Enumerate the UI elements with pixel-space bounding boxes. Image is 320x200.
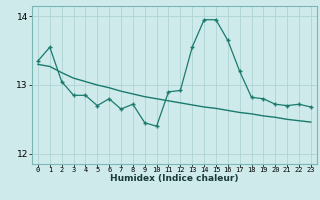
X-axis label: Humidex (Indice chaleur): Humidex (Indice chaleur) [110, 174, 239, 183]
